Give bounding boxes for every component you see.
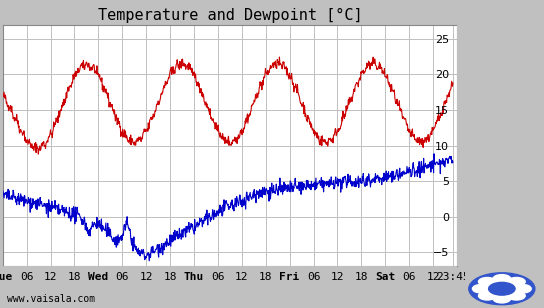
Text: 06: 06 (115, 272, 129, 282)
Text: 12: 12 (44, 272, 57, 282)
Circle shape (493, 275, 511, 283)
Circle shape (472, 285, 490, 293)
Circle shape (514, 285, 531, 293)
Title: Temperature and Dewpoint [°C]: Temperature and Dewpoint [°C] (97, 8, 362, 23)
Text: Fri: Fri (280, 272, 300, 282)
Circle shape (479, 291, 496, 300)
Circle shape (508, 291, 525, 300)
Text: 18: 18 (355, 272, 368, 282)
Text: 18: 18 (163, 272, 177, 282)
Text: 06: 06 (211, 272, 225, 282)
Text: 12: 12 (331, 272, 344, 282)
Text: 06: 06 (307, 272, 320, 282)
Circle shape (479, 278, 496, 286)
Circle shape (493, 294, 511, 303)
Text: 18: 18 (259, 272, 273, 282)
Text: Wed: Wed (88, 272, 108, 282)
Circle shape (469, 273, 535, 305)
Text: Tue: Tue (0, 272, 13, 282)
Text: 18: 18 (67, 272, 81, 282)
Text: 12: 12 (139, 272, 153, 282)
Text: Thu: Thu (184, 272, 204, 282)
Text: Sat: Sat (375, 272, 395, 282)
Text: 12: 12 (426, 272, 440, 282)
Text: 06: 06 (403, 272, 416, 282)
Circle shape (508, 278, 525, 286)
Text: 06: 06 (20, 272, 33, 282)
Circle shape (489, 282, 515, 295)
Text: 23:45: 23:45 (436, 272, 470, 282)
Text: www.vaisala.com: www.vaisala.com (7, 294, 95, 304)
Text: 12: 12 (235, 272, 249, 282)
